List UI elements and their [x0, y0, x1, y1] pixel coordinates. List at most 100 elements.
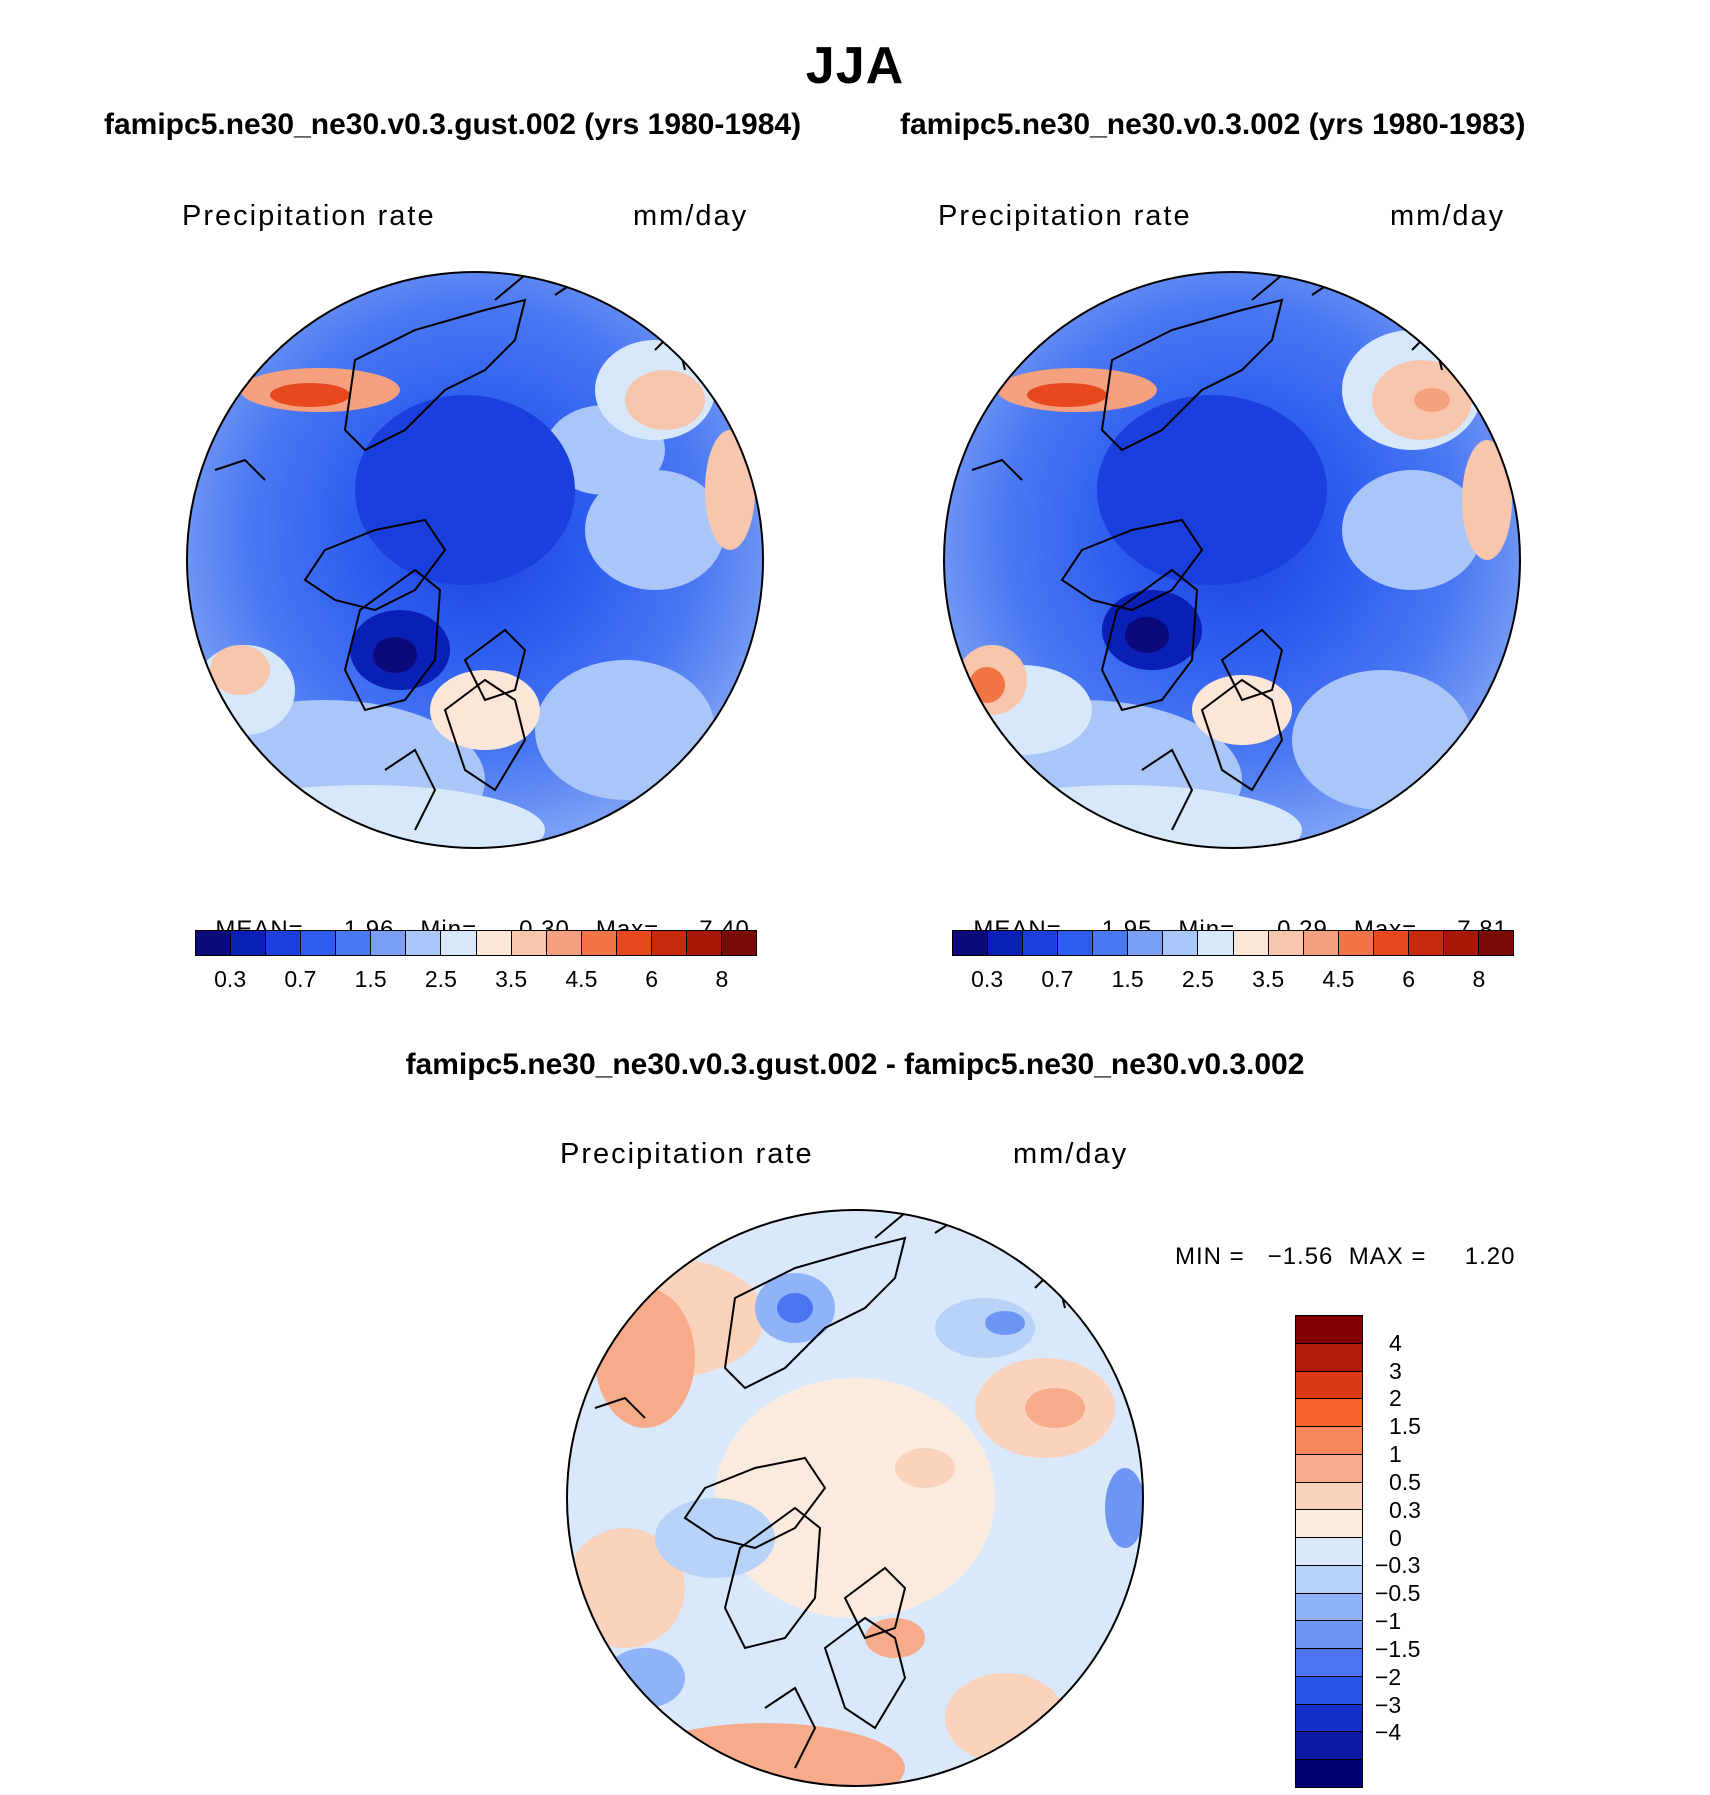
diff-panel-colorbar-box — [1296, 1593, 1362, 1622]
diff-panel-polar-map — [566, 1209, 1144, 1787]
diff-panel-colorbar-label: −1.5 — [1375, 1635, 1421, 1662]
panel-1-colorbar-box — [336, 931, 372, 955]
diff-panel-colorbar-label: 1.5 — [1389, 1413, 1421, 1440]
panel-2-colorbar-label: 0.3 — [971, 966, 1004, 992]
diff-panel-colorbar-label: 4 — [1389, 1329, 1402, 1356]
panel-1-variable-label: Precipitation rate — [182, 200, 436, 232]
panel-1-colorbar-box — [441, 931, 477, 955]
panel-2-colorbar-label: 4.5 — [1322, 966, 1355, 992]
diff-panel-colorbar-box — [1296, 1454, 1362, 1483]
diff-panel-colorbar-label: −3 — [1375, 1691, 1402, 1718]
diff-panel-colorbar-label: −2 — [1375, 1663, 1402, 1690]
diff-panel-colorbar — [1295, 1315, 1363, 1788]
panel-2-colorbar-label: 3.5 — [1252, 966, 1285, 992]
diff-panel-colorbar-box — [1296, 1649, 1362, 1677]
figure-title: JJA — [805, 37, 905, 95]
diff-panel-colorbar-label: 0 — [1389, 1524, 1402, 1551]
diff-panel-colorbar-box — [1296, 1371, 1362, 1400]
panel-1-colorbar-label: 0.7 — [284, 966, 317, 992]
panel-1-colorbar-box — [371, 931, 407, 955]
panel-2-colorbar-box — [953, 931, 989, 955]
diff-panel-colorbar-label: 1 — [1389, 1441, 1402, 1468]
diff-panel-colorbar-label: −4 — [1375, 1719, 1402, 1746]
panel-1-colorbar-box — [721, 931, 756, 955]
panel-2-units-label: mm/day — [1390, 200, 1506, 232]
panel-1-colorbar-label: 4.5 — [565, 966, 598, 992]
panel-1-colorbar-box — [616, 931, 652, 955]
diff-panel-colorbar-box — [1296, 1482, 1362, 1511]
diff-panel-colorbar-box — [1296, 1343, 1362, 1372]
panel-2-polar-map — [943, 271, 1521, 849]
diff-panel-colorbar-label: −1 — [1375, 1608, 1402, 1635]
panel-1-colorbar-label: 3.5 — [495, 966, 528, 992]
diff-panel-colorbar-box — [1296, 1676, 1362, 1705]
diff-panel-colorbar-label: 0.3 — [1389, 1496, 1421, 1523]
panel-1-colorbar-label: 0.3 — [214, 966, 247, 992]
diff-panel-stats: MIN = −1.56 MAX = 1.20 — [1175, 1243, 1516, 1270]
panel-1-colorbar-labels: 0.3 0.7 1.5 2.5 3.5 4.5 6 8 — [195, 966, 757, 996]
diff-panel-colorbar-box — [1296, 1316, 1362, 1344]
panel-1-colorbar-box — [231, 931, 267, 955]
panel-2-colorbar — [952, 930, 1514, 956]
panel-1-colorbar-label: 2.5 — [424, 966, 457, 992]
panel-2-colorbar-labels: 0.3 0.7 1.5 2.5 3.5 4.5 6 8 — [952, 966, 1514, 996]
panel-1-colorbar-box — [686, 931, 722, 955]
panel-2-colorbar-label: 8 — [1472, 966, 1486, 992]
diff-panel-colorbar-label: −0.5 — [1375, 1580, 1421, 1607]
panel-1-case-title: famipc5.ne30_ne30.v0.3.gust.002 (yrs 198… — [104, 108, 802, 141]
diff-panel-colorbar-box — [1296, 1510, 1362, 1539]
diff-panel-variable-label: Precipitation rate — [560, 1138, 814, 1170]
panel-2-colorbar-box — [1478, 931, 1513, 955]
panel-2-colorbar-label: 2.5 — [1181, 966, 1214, 992]
diff-panel-colorbar-box — [1296, 1760, 1362, 1788]
panel-1-polar-map — [186, 271, 764, 849]
panel-2-variable-label: Precipitation rate — [938, 200, 1192, 232]
panel-2-case-title: famipc5.ne30_ne30.v0.3.002 (yrs 1980-198… — [900, 108, 1526, 141]
diff-panel-colorbar-labels: 4 3 2 1.5 1 0.5 0.3 0 −0.3 −0.5 −1 −1.5 −2 −3 −4 — [1375, 1315, 1495, 1788]
diff-panel-colorbar-label: 0.5 — [1389, 1468, 1421, 1495]
panel-2-colorbar-label: 1.5 — [1111, 966, 1144, 992]
panel-2-colorbar-box — [1268, 931, 1304, 955]
panel-2-colorbar-box — [1233, 931, 1269, 955]
panel-1-colorbar-box — [546, 931, 582, 955]
panel-2-colorbar-box — [1373, 931, 1409, 955]
panel-2-colorbar-box — [1163, 931, 1199, 955]
diff-panel-colorbar-box — [1296, 1621, 1362, 1650]
panel-1-colorbar-label: 8 — [715, 966, 729, 992]
panel-2-colorbar-box — [1093, 931, 1129, 955]
diff-panel-colorbar-box — [1296, 1538, 1362, 1566]
panel-1-colorbar-box — [511, 931, 547, 955]
panel-2-colorbar-box — [1128, 931, 1164, 955]
diff-panel-colorbar-label: 2 — [1389, 1385, 1402, 1412]
panel-2-colorbar-box — [1443, 931, 1479, 955]
panel-1-colorbar-box — [476, 931, 512, 955]
diff-panel-case-title: famipc5.ne30_ne30.v0.3.gust.002 - famipc… — [405, 1048, 1305, 1081]
panel-2-colorbar-box — [1408, 931, 1444, 955]
diff-panel-colorbar-box — [1296, 1704, 1362, 1733]
panel-1-colorbar-label: 6 — [645, 966, 659, 992]
diff-panel-colorbar-label: 3 — [1389, 1357, 1402, 1384]
diff-panel-colorbar-box — [1296, 1565, 1362, 1594]
panel-1-colorbar-box — [266, 931, 302, 955]
panel-2-colorbar-label: 6 — [1402, 966, 1416, 992]
panel-2-colorbar-label: 0.7 — [1041, 966, 1074, 992]
diff-panel-colorbar-box — [1296, 1399, 1362, 1428]
panel-1-units-label: mm/day — [633, 200, 749, 232]
panel-1-colorbar-box — [581, 931, 617, 955]
diff-panel-colorbar-box — [1296, 1732, 1362, 1761]
panel-2-colorbar-box — [1058, 931, 1094, 955]
panel-2-colorbar-box — [988, 931, 1024, 955]
diff-panel-colorbar-label: −0.3 — [1375, 1552, 1421, 1579]
diff-panel-units-label: mm/day — [1013, 1138, 1129, 1170]
panel-2-colorbar-box — [1023, 931, 1059, 955]
panel-1-colorbar-label: 1.5 — [354, 966, 387, 992]
panel-1-colorbar — [195, 930, 757, 956]
panel-1-colorbar-box — [301, 931, 337, 955]
panel-1-colorbar-box — [196, 931, 232, 955]
diff-panel-colorbar-box — [1296, 1427, 1362, 1455]
panel-2-colorbar-box — [1303, 931, 1339, 955]
panel-2-colorbar-box — [1338, 931, 1374, 955]
panel-1-colorbar-box — [651, 931, 687, 955]
panel-2-colorbar-box — [1198, 931, 1234, 955]
panel-1-colorbar-box — [406, 931, 442, 955]
